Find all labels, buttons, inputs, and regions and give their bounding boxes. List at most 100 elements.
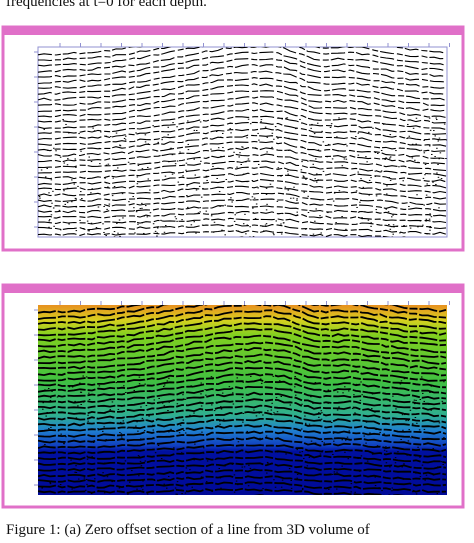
noise [99, 163, 101, 165]
noise [95, 227, 98, 229]
noise [423, 139, 425, 141]
noise [395, 408, 397, 410]
noise [432, 448, 435, 450]
noise [411, 435, 413, 437]
reflector [38, 47, 447, 56]
noise [44, 176, 47, 178]
noise [312, 136, 314, 138]
noise [253, 197, 256, 199]
noise [96, 486, 99, 488]
noise [62, 118, 64, 120]
noise [436, 493, 439, 495]
noise [336, 409, 339, 411]
noise [105, 135, 108, 137]
noise [117, 232, 119, 234]
noise [93, 130, 96, 132]
noise [134, 232, 136, 234]
noise [38, 196, 41, 198]
noise [301, 122, 303, 124]
noise [79, 219, 81, 221]
noise [253, 409, 255, 411]
noise [399, 383, 402, 385]
noise [441, 400, 444, 402]
noise [376, 385, 378, 387]
noise [46, 411, 48, 413]
noise [185, 169, 187, 171]
noise [181, 493, 183, 495]
reflector [38, 217, 447, 230]
noise [178, 432, 181, 434]
noise [402, 478, 405, 480]
noise [169, 148, 171, 150]
noise [176, 403, 179, 405]
noise [49, 483, 52, 485]
noise [144, 383, 146, 385]
noise [326, 156, 328, 158]
noise [177, 208, 180, 210]
noise [270, 409, 273, 411]
noise [389, 400, 391, 402]
noise [232, 403, 235, 405]
noise [388, 177, 391, 179]
noise [50, 179, 53, 181]
noise [301, 147, 304, 149]
noise [123, 385, 125, 387]
noise [199, 207, 202, 209]
reflector [38, 115, 447, 135]
noise [216, 177, 218, 179]
noise [138, 456, 141, 458]
noise [400, 438, 402, 440]
noise [389, 466, 391, 468]
noise [160, 395, 162, 397]
noise [384, 158, 386, 160]
noise [87, 420, 89, 422]
noise [442, 463, 444, 465]
noise [39, 197, 41, 199]
noise [219, 205, 221, 207]
noise [151, 491, 154, 493]
noise [183, 441, 185, 443]
noise [119, 144, 121, 146]
noise [87, 230, 90, 232]
noise [419, 126, 421, 128]
reflector [38, 328, 447, 354]
noise [236, 166, 238, 168]
noise [425, 220, 427, 222]
noise [377, 152, 379, 154]
noise [341, 165, 344, 167]
noise [141, 222, 144, 224]
noise [186, 185, 188, 187]
noise [314, 220, 316, 222]
noise [249, 226, 251, 228]
noise [71, 488, 73, 490]
noise [296, 202, 298, 204]
noise [180, 489, 183, 491]
noise [219, 477, 222, 479]
noise [332, 453, 334, 455]
noise [78, 133, 80, 135]
reflector [38, 147, 447, 165]
noise [354, 412, 356, 414]
noise [191, 386, 194, 388]
noise [136, 183, 139, 185]
noise [200, 160, 202, 162]
noise [79, 391, 82, 393]
noise [202, 187, 204, 189]
noise [246, 137, 248, 139]
noise [265, 435, 268, 437]
noise [398, 166, 400, 168]
noise [429, 229, 431, 231]
noise [218, 191, 221, 193]
noise [280, 233, 283, 235]
noise [247, 118, 250, 120]
noise [53, 418, 56, 420]
noise [301, 403, 303, 405]
noise [135, 425, 137, 427]
noise [389, 157, 391, 159]
noise [310, 127, 312, 129]
noise [307, 212, 310, 214]
noise [56, 396, 59, 398]
noise [163, 231, 166, 233]
noise [173, 208, 176, 210]
noise [109, 136, 112, 138]
